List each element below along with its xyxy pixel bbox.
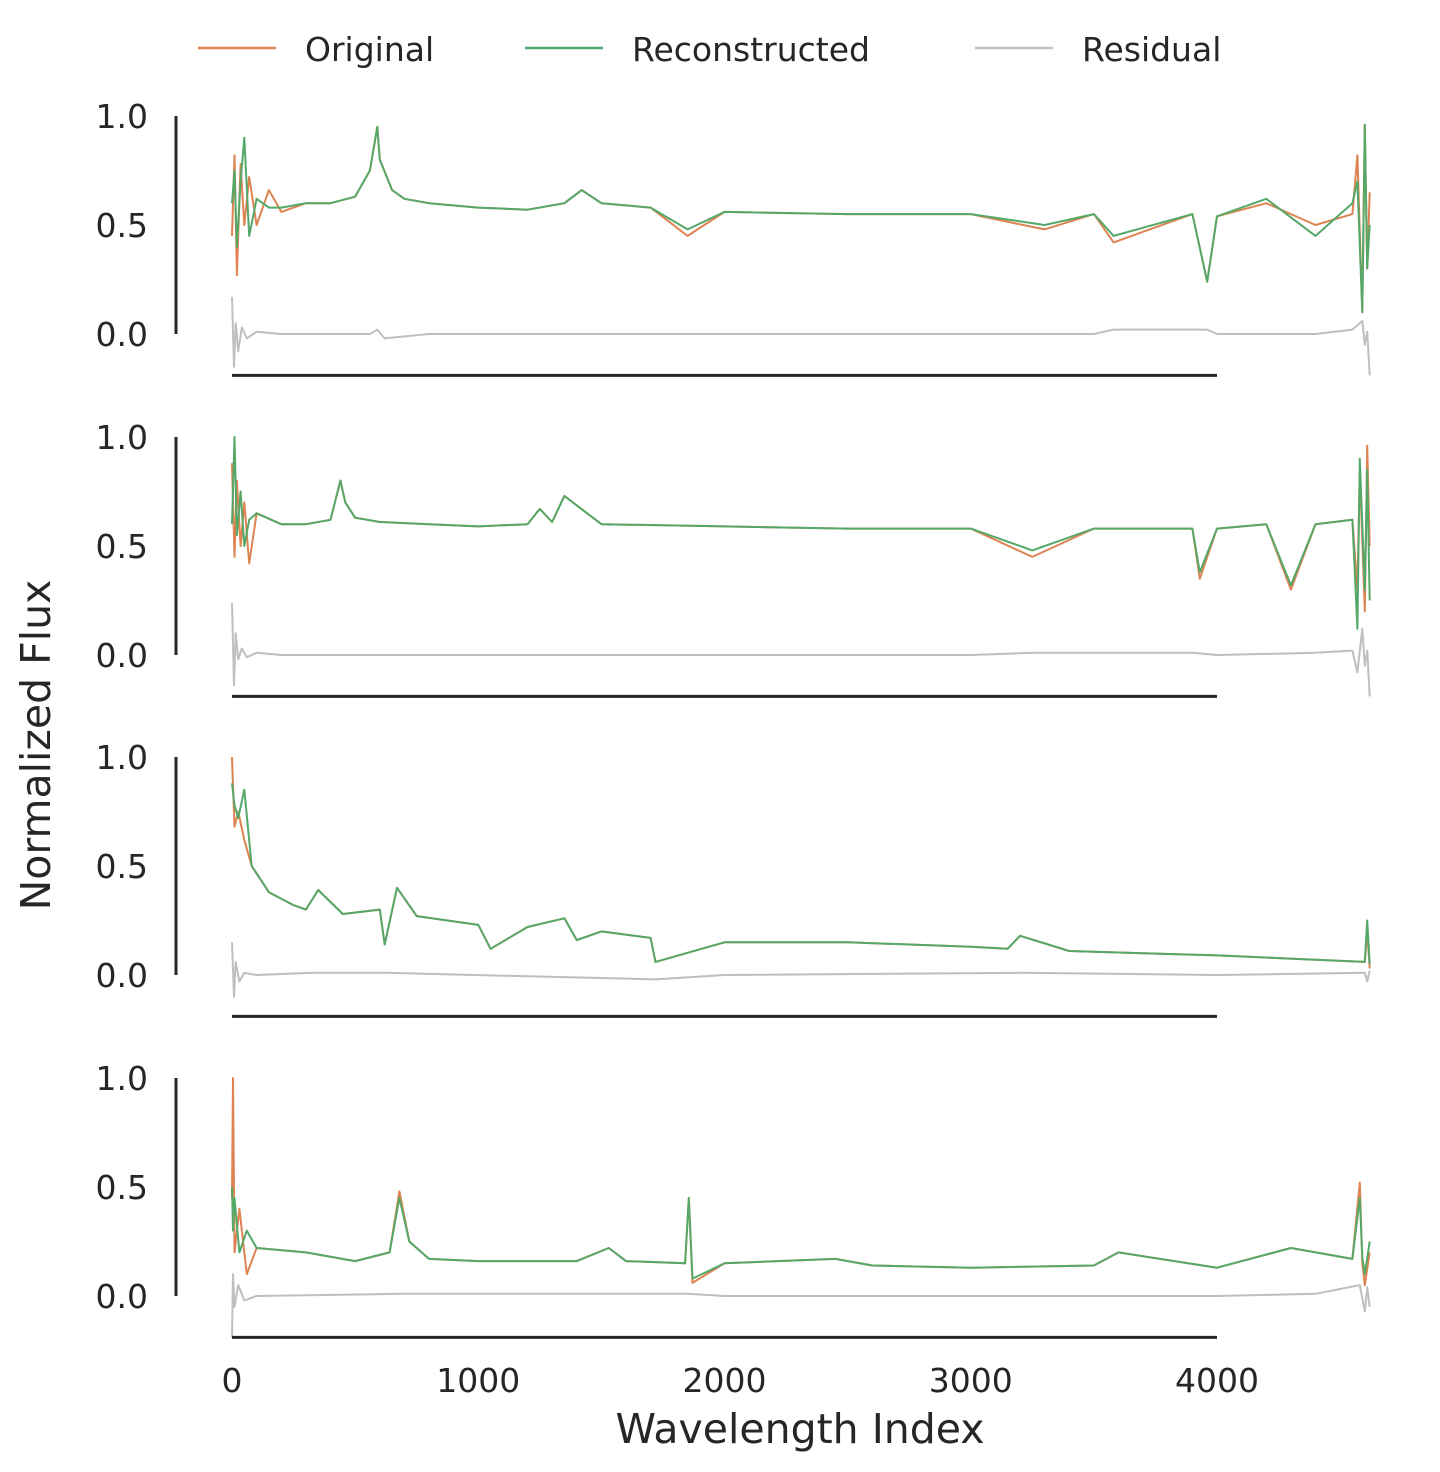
x-tick-label: 0 xyxy=(222,1361,243,1400)
series-line-reconstructed xyxy=(231,123,1371,314)
y-tick-label: 0.5 xyxy=(96,847,148,886)
y-tick-label: 1.0 xyxy=(96,1059,148,1098)
x-tick-label: 4000 xyxy=(1175,1361,1259,1400)
y-tick-label: 0.5 xyxy=(96,527,148,566)
series-line-original xyxy=(231,756,1371,969)
y-tick-label: 1.0 xyxy=(96,418,148,457)
y-tick-label: 0.0 xyxy=(96,956,148,995)
series-line-reconstructed xyxy=(231,783,1371,965)
subplot-4: 0.0 0.5 1.0 xyxy=(96,1059,1371,1339)
x-tick-label: 3000 xyxy=(929,1361,1013,1400)
y-tick-label: 1.0 xyxy=(96,738,148,777)
subplot-1: 0.0 0.5 1.0 xyxy=(96,97,1371,377)
legend-label-reconstructed: Reconstructed xyxy=(632,30,870,69)
series-line-residual xyxy=(231,296,1371,376)
legend-label-original: Original xyxy=(305,30,434,69)
y-tick-label: 0.5 xyxy=(96,206,148,245)
x-axis-label: Wavelength Index xyxy=(615,1405,984,1453)
y-tick-label: 0.0 xyxy=(96,315,148,354)
legend: Original Reconstructed Residual xyxy=(198,30,1221,69)
series-line-residual xyxy=(231,942,1371,998)
subplot-2: 0.0 0.5 1.0 xyxy=(96,418,1371,698)
x-tick-label: 1000 xyxy=(436,1361,520,1400)
y-tick-label: 0.0 xyxy=(96,636,148,675)
y-tick-label: 0.5 xyxy=(96,1168,148,1207)
series-line-residual xyxy=(231,1273,1371,1338)
series-line-reconstructed xyxy=(231,1186,1371,1280)
legend-label-residual: Residual xyxy=(1082,30,1221,69)
y-tick-label: 1.0 xyxy=(96,97,148,136)
x-tick-label: 2000 xyxy=(683,1361,767,1400)
series-line-original xyxy=(231,1077,1371,1287)
subplot-3: 0.0 0.5 1.0 xyxy=(96,738,1371,1018)
y-axis-label: Normalized Flux xyxy=(12,580,60,911)
series-line-residual xyxy=(231,602,1371,697)
series-line-reconstructed xyxy=(231,436,1371,630)
y-tick-label: 0.0 xyxy=(96,1277,148,1316)
series-line-original xyxy=(231,123,1371,314)
x-tick-labels: 0 1000 2000 3000 4000 xyxy=(222,1361,1259,1400)
